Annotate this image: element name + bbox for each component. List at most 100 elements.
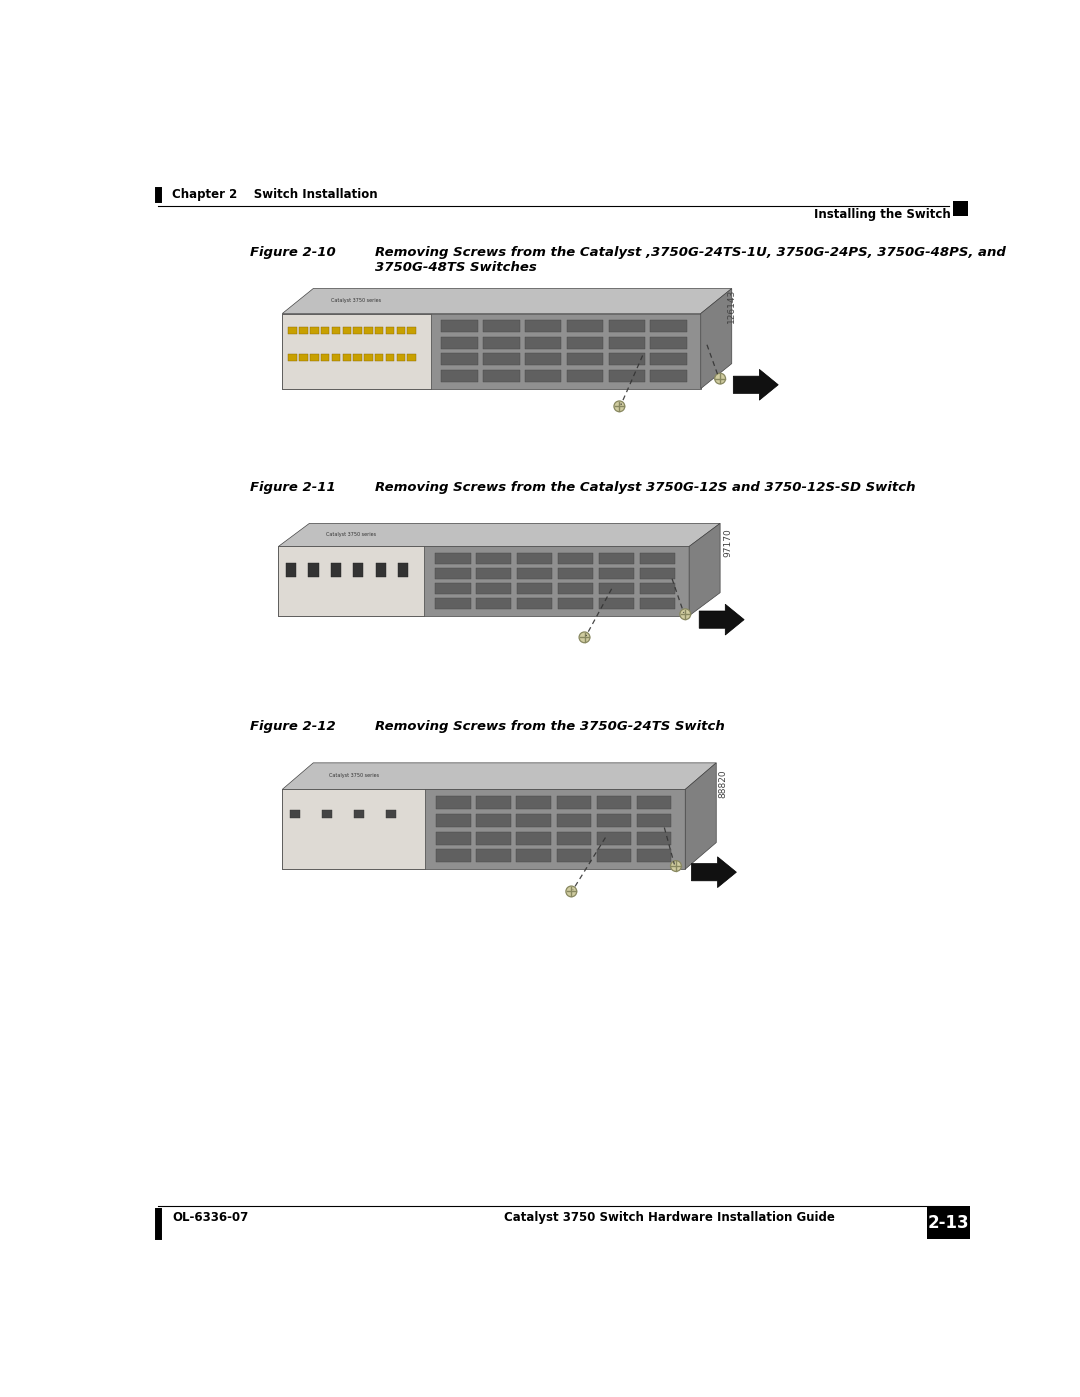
Bar bbox=[442, 320, 477, 332]
Text: Removing Screws from the 3750G-24TS Switch: Removing Screws from the 3750G-24TS Swit… bbox=[375, 719, 725, 733]
Bar bbox=[342, 327, 351, 334]
Bar bbox=[598, 553, 634, 564]
Bar bbox=[353, 353, 362, 360]
Bar bbox=[556, 796, 591, 809]
Polygon shape bbox=[685, 763, 716, 869]
Bar bbox=[650, 337, 687, 349]
Bar bbox=[435, 584, 471, 594]
Bar bbox=[322, 810, 332, 819]
Bar bbox=[639, 553, 675, 564]
Bar bbox=[516, 831, 551, 845]
Bar bbox=[442, 337, 477, 349]
Polygon shape bbox=[282, 313, 431, 388]
Bar bbox=[483, 370, 519, 381]
Text: Catalyst 3750 series: Catalyst 3750 series bbox=[328, 773, 379, 778]
Bar bbox=[636, 849, 672, 862]
Bar bbox=[407, 353, 416, 360]
Bar bbox=[436, 849, 471, 862]
Bar bbox=[609, 320, 645, 332]
Bar bbox=[396, 353, 405, 360]
Bar bbox=[435, 569, 471, 578]
Bar bbox=[650, 320, 687, 332]
Bar bbox=[332, 353, 340, 360]
Bar bbox=[598, 584, 634, 594]
Bar bbox=[299, 327, 308, 334]
Bar bbox=[321, 327, 329, 334]
Polygon shape bbox=[282, 763, 716, 789]
Bar bbox=[483, 337, 519, 349]
Bar bbox=[557, 584, 593, 594]
Polygon shape bbox=[699, 605, 744, 636]
Bar bbox=[525, 370, 562, 381]
Bar bbox=[639, 598, 675, 609]
Bar bbox=[299, 353, 308, 360]
Bar bbox=[636, 814, 672, 827]
Bar bbox=[310, 353, 319, 360]
Bar bbox=[342, 353, 351, 360]
Bar bbox=[567, 337, 604, 349]
Polygon shape bbox=[689, 524, 720, 616]
Bar bbox=[609, 337, 645, 349]
Bar bbox=[636, 796, 672, 809]
Bar bbox=[650, 370, 687, 381]
Text: Catalyst 3750 series: Catalyst 3750 series bbox=[326, 532, 376, 536]
Bar bbox=[525, 337, 562, 349]
Bar bbox=[310, 327, 319, 334]
Bar bbox=[353, 327, 362, 334]
Bar bbox=[650, 353, 687, 365]
Bar bbox=[517, 553, 552, 564]
Bar bbox=[557, 553, 593, 564]
Bar bbox=[517, 598, 552, 609]
Bar bbox=[309, 563, 319, 577]
Polygon shape bbox=[691, 856, 737, 887]
Bar bbox=[567, 370, 604, 381]
Bar bbox=[516, 814, 551, 827]
Bar bbox=[927, 1207, 970, 1239]
Bar bbox=[639, 569, 675, 578]
Polygon shape bbox=[733, 369, 779, 400]
Bar bbox=[386, 353, 394, 360]
Polygon shape bbox=[282, 789, 685, 869]
Bar bbox=[639, 584, 675, 594]
Bar bbox=[375, 327, 383, 334]
Bar bbox=[517, 584, 552, 594]
Bar bbox=[435, 598, 471, 609]
Bar bbox=[598, 598, 634, 609]
Bar bbox=[609, 370, 645, 381]
Bar bbox=[517, 569, 552, 578]
Bar bbox=[286, 563, 296, 577]
Bar bbox=[556, 831, 591, 845]
Text: Installing the Switch: Installing the Switch bbox=[813, 208, 950, 222]
Bar bbox=[376, 563, 386, 577]
Polygon shape bbox=[282, 313, 701, 388]
Bar bbox=[567, 353, 604, 365]
Bar bbox=[567, 320, 604, 332]
Bar bbox=[330, 563, 341, 577]
Text: Figure 2-11: Figure 2-11 bbox=[249, 481, 336, 495]
Bar bbox=[596, 849, 631, 862]
Bar bbox=[442, 370, 477, 381]
Bar bbox=[516, 796, 551, 809]
Bar bbox=[436, 831, 471, 845]
Bar bbox=[557, 598, 593, 609]
Bar bbox=[435, 553, 471, 564]
Polygon shape bbox=[282, 289, 732, 313]
Polygon shape bbox=[279, 524, 720, 546]
Bar bbox=[436, 796, 471, 809]
Bar bbox=[953, 201, 968, 217]
Bar bbox=[364, 327, 373, 334]
Bar bbox=[321, 353, 329, 360]
Bar bbox=[476, 584, 512, 594]
Bar bbox=[557, 569, 593, 578]
Bar bbox=[636, 831, 672, 845]
Bar bbox=[476, 849, 511, 862]
Bar bbox=[476, 831, 511, 845]
Bar bbox=[516, 849, 551, 862]
Bar bbox=[556, 814, 591, 827]
Text: Removing Screws from the Catalyst ,3750G-24TS-1U, 3750G-24PS, 3750G-48PS, and
37: Removing Screws from the Catalyst ,3750G… bbox=[375, 246, 1007, 274]
Bar bbox=[476, 569, 512, 578]
Text: 88820: 88820 bbox=[718, 770, 727, 798]
Bar bbox=[483, 320, 519, 332]
Bar bbox=[596, 796, 631, 809]
Bar bbox=[476, 796, 511, 809]
